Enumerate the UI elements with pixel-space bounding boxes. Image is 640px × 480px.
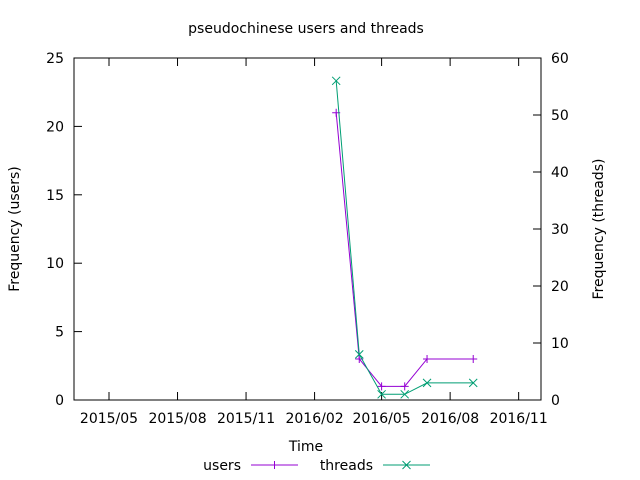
y-tick-label: 10	[46, 256, 64, 272]
y-tick-label: 5	[55, 325, 64, 341]
x-tick-label: 2016/11	[490, 411, 548, 427]
legend-label-threads: threads	[320, 458, 373, 474]
data-point-threads	[331, 76, 341, 86]
y2-tick-label: 40	[551, 165, 569, 181]
data-point-threads	[422, 378, 432, 388]
data-point-users	[400, 382, 409, 391]
data-point-users	[423, 354, 432, 363]
y2-tick-label: 60	[551, 51, 569, 67]
series-layer	[331, 76, 478, 399]
data-point-threads	[400, 389, 410, 399]
y2-tick-label: 50	[551, 108, 569, 124]
data-point-threads	[354, 350, 364, 359]
x-tick-label: 2016/02	[285, 411, 343, 427]
x-tick-label: 2016/05	[353, 411, 411, 427]
series-users	[332, 108, 478, 391]
legend-marker-users	[270, 461, 279, 469]
x-tick-label: 2015/08	[148, 411, 206, 427]
chart-title: pseudochinese users and threads	[188, 21, 424, 37]
plot-frame	[73, 57, 542, 401]
legend-label-users: users	[203, 458, 241, 474]
y-tick-label: 20	[46, 119, 64, 135]
series-threads	[331, 76, 478, 399]
y-axis: 0 5 10 15 20 25	[46, 51, 82, 409]
legend-marker-threads	[402, 460, 411, 470]
legend: users threads	[203, 458, 430, 474]
y-axis-label: Frequency (users)	[7, 166, 23, 292]
series-line-users	[335, 112, 474, 387]
y2-axis-label: Frequency (threads)	[591, 159, 607, 300]
data-point-threads	[377, 389, 386, 399]
y-tick-label: 25	[46, 51, 64, 67]
data-point-users	[469, 354, 478, 363]
y2-tick-label: 20	[551, 279, 569, 295]
y2-tick-label: 0	[551, 393, 560, 409]
x-tick-label: 2015/05	[80, 411, 138, 427]
x-axis: 2015/05 2015/08 2015/11 2016/02 2016/05 2016/…	[80, 58, 548, 427]
series-line-threads	[335, 80, 474, 395]
x-tick-label: 2016/08	[421, 411, 479, 427]
y2-axis: 0 10 20 30 40 50 60	[533, 51, 569, 409]
y-tick-label: 0	[55, 393, 64, 409]
y-tick-label: 15	[46, 188, 64, 204]
data-point-threads	[468, 378, 478, 388]
y2-tick-label: 10	[551, 336, 569, 352]
data-point-users	[377, 382, 386, 391]
x-tick-label: 2015/11	[217, 411, 275, 427]
x-axis-label: Time	[288, 439, 323, 455]
y2-tick-label: 30	[551, 222, 569, 238]
